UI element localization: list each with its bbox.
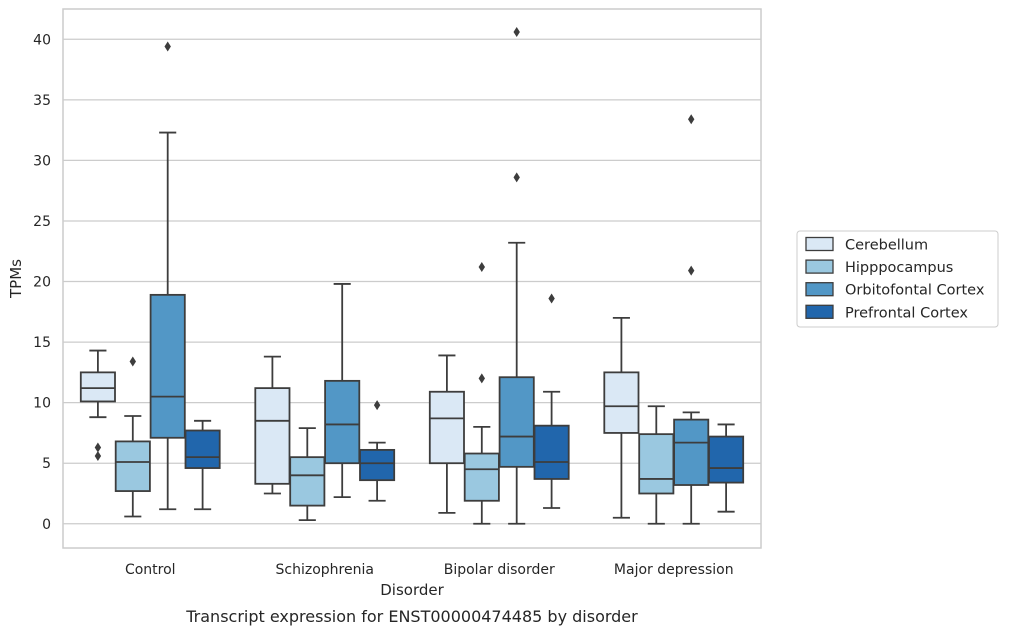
legend-label: Orbitofontal Cortex bbox=[845, 283, 985, 299]
y-tick-label: 30 bbox=[33, 153, 51, 169]
box-cerebellum bbox=[428, 354, 465, 514]
outlier-point bbox=[129, 356, 136, 367]
box-orbitofontal-cortex bbox=[149, 41, 186, 511]
outlier-point bbox=[513, 27, 520, 38]
x-tick-label: Control bbox=[125, 562, 176, 578]
legend: Cerebellum Hipppocampus Orbitofontal Corte… bbox=[796, 230, 999, 328]
box-iqr bbox=[359, 448, 396, 482]
y-tick-label: 5 bbox=[42, 456, 51, 472]
outlier-point bbox=[478, 261, 485, 272]
outlier-point bbox=[513, 172, 520, 183]
y-tick-label: 25 bbox=[33, 214, 51, 230]
y-tick-label: 40 bbox=[33, 32, 51, 48]
box-iqr bbox=[324, 379, 361, 465]
y-axis-title: TPMs bbox=[7, 259, 25, 299]
x-tick-label: Bipolar disorder bbox=[444, 562, 555, 578]
y-tick-label: 35 bbox=[33, 93, 51, 109]
box-hipppocampus bbox=[289, 427, 326, 522]
box-iqr bbox=[289, 456, 326, 507]
outlier-point bbox=[688, 265, 695, 276]
box-hipppocampus bbox=[638, 405, 675, 525]
legend-frame bbox=[796, 230, 999, 328]
y-tick-label: 10 bbox=[33, 396, 51, 412]
y-tick-label: 0 bbox=[42, 517, 51, 533]
box-iqr bbox=[149, 293, 186, 439]
boxplot-marks bbox=[79, 27, 745, 525]
x-tick-labels: Control Schizophrenia Bipolar disorder Majo… bbox=[125, 562, 734, 578]
x-tick-label: Schizophrenia bbox=[276, 562, 374, 578]
box-hipppocampus bbox=[463, 261, 500, 525]
box-prefrontal-cortex bbox=[359, 400, 396, 502]
box-prefrontal-cortex bbox=[184, 419, 221, 511]
outlier-point bbox=[548, 293, 555, 304]
box-iqr bbox=[254, 387, 291, 485]
box-cerebellum bbox=[603, 316, 640, 519]
y-tick-labels: 0 5 10 15 20 25 30 35 40 bbox=[33, 32, 51, 532]
box-iqr bbox=[463, 452, 500, 502]
y-tick-label: 20 bbox=[33, 275, 51, 291]
box-orbitofontal-cortex bbox=[673, 114, 710, 525]
box-prefrontal-cortex bbox=[533, 293, 570, 509]
legend-swatch bbox=[805, 282, 834, 297]
legend-label: Hipppocampus bbox=[845, 260, 953, 276]
x-axis-title: Disorder bbox=[380, 581, 444, 599]
box-cerebellum bbox=[79, 349, 116, 461]
legend-label: Prefrontal Cortex bbox=[845, 305, 968, 321]
plot-frame bbox=[62, 8, 762, 549]
y-tick-label: 15 bbox=[33, 335, 51, 351]
outlier-point bbox=[94, 450, 102, 461]
x-tick-label: Major depression bbox=[614, 562, 734, 578]
legend-swatch bbox=[805, 236, 834, 252]
box-orbitofontal-cortex bbox=[324, 283, 361, 499]
box-iqr bbox=[708, 435, 745, 484]
legend-swatch bbox=[805, 304, 834, 319]
chart-caption: Transcript expression for ENST0000047448… bbox=[185, 607, 638, 626]
box-hipppocampus bbox=[114, 356, 151, 518]
box-prefrontal-cortex bbox=[708, 423, 745, 513]
box-iqr bbox=[428, 390, 465, 465]
box-iqr bbox=[114, 440, 151, 492]
box-iqr bbox=[533, 424, 570, 480]
box-iqr bbox=[498, 376, 535, 468]
box-iqr bbox=[603, 371, 640, 434]
outlier-point bbox=[94, 442, 102, 453]
box-cerebellum bbox=[254, 355, 291, 495]
legend-label: Cerebellum bbox=[845, 238, 928, 254]
box-iqr bbox=[638, 433, 675, 495]
box-orbitofontal-cortex bbox=[498, 27, 535, 525]
box-iqr bbox=[184, 429, 221, 469]
box-iqr bbox=[79, 371, 116, 403]
outlier-point bbox=[688, 114, 695, 125]
outlier-point bbox=[478, 373, 485, 384]
box-iqr bbox=[673, 418, 710, 486]
outlier-point bbox=[373, 400, 381, 411]
outlier-point bbox=[164, 41, 171, 52]
legend-swatch bbox=[805, 259, 834, 274]
